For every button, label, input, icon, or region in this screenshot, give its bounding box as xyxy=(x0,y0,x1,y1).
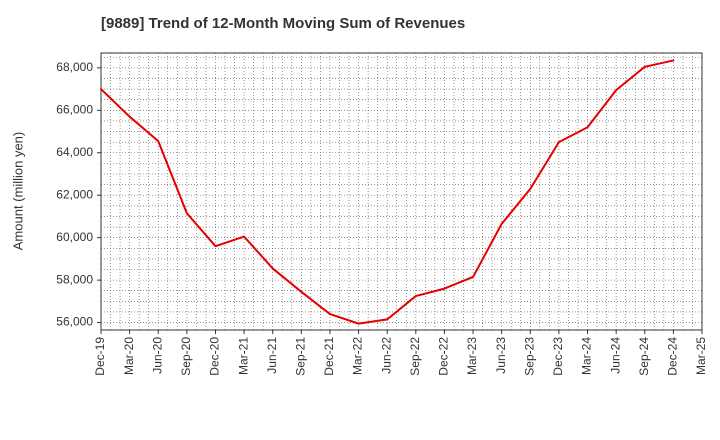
x-tick-label: Jun-23 xyxy=(494,337,508,374)
x-tick-label: Sep-22 xyxy=(408,337,422,376)
x-tick-label: Dec-19 xyxy=(93,337,107,376)
y-axis-title: Amount (million yen) xyxy=(10,132,25,251)
x-tick-label: Sep-23 xyxy=(522,337,536,376)
x-tick-label: Dec-23 xyxy=(551,337,565,376)
y-tick-label: 66,000 xyxy=(56,102,93,116)
x-tick-label: Mar-23 xyxy=(465,337,479,375)
x-tick-label: Jun-21 xyxy=(265,337,279,374)
x-tick-label: Dec-24 xyxy=(666,337,680,376)
x-tick-label: Mar-25 xyxy=(694,337,708,375)
x-tick-label: Sep-20 xyxy=(179,337,193,376)
y-tick-label: 56,000 xyxy=(56,315,93,329)
x-tick-label: Jun-20 xyxy=(150,337,164,374)
x-tick-label: Jun-24 xyxy=(608,337,622,374)
x-tick-label: Dec-20 xyxy=(208,337,222,376)
y-tick-label: 68,000 xyxy=(56,60,93,74)
x-tick-label: Dec-21 xyxy=(322,337,336,376)
x-tick-label: Dec-22 xyxy=(437,337,451,376)
y-tick-label: 58,000 xyxy=(56,272,93,286)
x-tick-label: Mar-20 xyxy=(122,337,136,375)
y-axis: 56,000 58,000 60,000 62,000 64,000 66,000 68,0… xyxy=(56,60,101,329)
chart-title: [9889] Trend of 12-Month Moving Sum of R… xyxy=(101,15,466,32)
x-tick-label: Mar-22 xyxy=(351,337,365,375)
x-tick-label: Sep-21 xyxy=(294,337,308,376)
y-tick-label: 64,000 xyxy=(56,145,93,159)
x-tick-label: Sep-24 xyxy=(637,337,651,376)
y-tick-label: 62,000 xyxy=(56,187,93,201)
series-layer xyxy=(100,59,675,325)
y-tick-label: 60,000 xyxy=(56,230,93,244)
x-tick-label: Mar-21 xyxy=(236,337,250,375)
plot-area xyxy=(100,52,703,331)
x-axis: Dec-19 Mar-20 Jun-20 Sep-20 Dec-20 Mar-21 Jun-… xyxy=(93,330,708,376)
grid xyxy=(101,53,702,330)
x-tick-label: Jun-22 xyxy=(379,337,393,374)
x-tick-label: Mar-24 xyxy=(580,337,594,375)
